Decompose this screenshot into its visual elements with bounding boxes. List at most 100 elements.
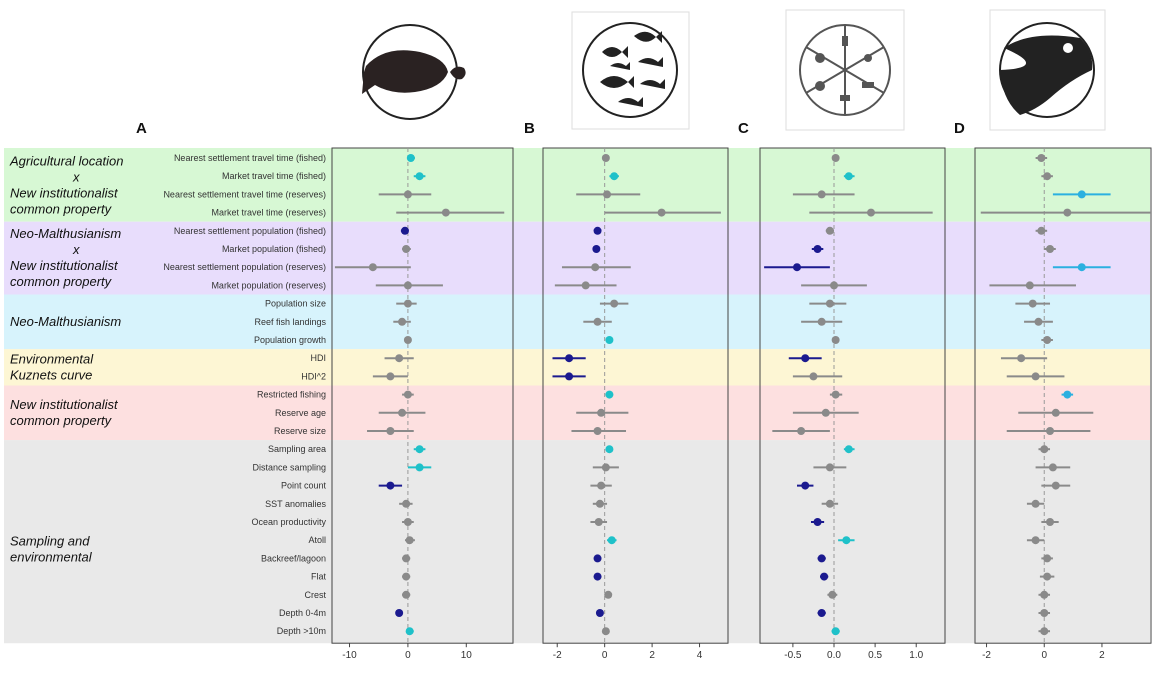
group-band	[4, 440, 1150, 644]
point-estimate	[395, 354, 404, 363]
panel-frame	[759, 147, 946, 644]
variable-label: HDI^2	[301, 371, 326, 381]
point-estimate	[415, 445, 424, 454]
x-tick-label: 1.0	[909, 650, 923, 661]
panel-label-b: B	[524, 120, 535, 137]
variable-label: Nearest settlement population (reserves)	[163, 262, 326, 272]
group-label: Sampling and	[10, 533, 90, 548]
variable-label: HDI	[311, 353, 327, 363]
group-label: Neo-Malthusianism	[10, 314, 121, 329]
variable-label: Sampling area	[268, 444, 326, 454]
point-estimate	[594, 518, 603, 526]
point-estimate	[1046, 518, 1055, 526]
group-label: common property	[10, 274, 113, 289]
variable-label: Population growth	[254, 335, 326, 345]
group-bands	[4, 148, 1150, 644]
point-estimate	[386, 481, 395, 490]
variable-label: Population size	[265, 299, 326, 309]
x-tick-label: 0.5	[868, 650, 882, 661]
point-estimate	[831, 390, 840, 399]
point-estimate	[821, 408, 830, 417]
point-estimate	[1051, 481, 1060, 490]
group-label: Kuznets curve	[10, 367, 92, 382]
point-estimate	[1031, 372, 1040, 381]
point-estimate	[593, 572, 602, 581]
x-tick-label: -2	[553, 650, 562, 661]
point-estimate	[1040, 627, 1049, 636]
variable-label: Reef fish landings	[254, 317, 326, 327]
panel-label-a: A	[136, 120, 147, 137]
point-estimate	[825, 499, 834, 508]
point-estimate	[809, 372, 818, 381]
point-estimate	[565, 354, 574, 363]
point-estimate	[1031, 536, 1040, 545]
point-estimate	[1037, 226, 1046, 235]
variable-label: Nearest settlement population (fished)	[174, 226, 326, 236]
group-band	[4, 349, 1150, 386]
point-estimate	[793, 263, 801, 272]
point-estimate	[1040, 445, 1049, 454]
point-estimate	[395, 609, 404, 617]
variable-label: Reserve size	[274, 426, 326, 436]
variable-label: Market travel time (reserves)	[211, 208, 326, 218]
point-estimate	[601, 627, 610, 636]
point-estimate	[403, 299, 412, 308]
point-estimate	[1063, 208, 1072, 217]
point-estimate	[1034, 317, 1043, 326]
x-tick-label: 2	[1099, 650, 1105, 661]
point-estimate	[1077, 263, 1086, 272]
panel-frame	[974, 147, 1152, 644]
point-estimate	[386, 427, 395, 435]
point-estimate	[844, 445, 853, 454]
point-estimate	[405, 627, 414, 636]
point-estimate	[820, 572, 829, 581]
predator-fish-icon	[989, 9, 1106, 131]
panel-label-c: C	[738, 120, 749, 137]
point-estimate	[402, 590, 411, 599]
point-estimate	[817, 609, 826, 617]
point-estimate	[607, 536, 616, 545]
point-estimate	[1077, 190, 1086, 199]
point-estimate	[1017, 354, 1026, 363]
point-estimate	[1040, 609, 1049, 617]
point-estimate	[825, 463, 834, 472]
point-estimate	[797, 427, 806, 435]
x-tick-label: 4	[697, 650, 703, 661]
point-estimate	[801, 481, 810, 490]
group-band	[4, 148, 1150, 222]
variable-labels: Nearest settlement travel time (fished) M…	[163, 153, 326, 636]
point-estimate	[813, 245, 822, 253]
point-estimate	[605, 445, 614, 454]
point-estimate	[1031, 499, 1040, 508]
point-estimate	[813, 518, 822, 526]
point-estimate	[825, 226, 834, 235]
point-estimate	[1040, 590, 1049, 599]
variable-label: Market population (fished)	[222, 244, 326, 254]
point-estimate	[402, 499, 411, 508]
point-estimate	[406, 154, 415, 162]
point-estimate	[592, 245, 601, 253]
point-estimate	[1046, 245, 1055, 253]
point-estimate	[1028, 299, 1037, 308]
panel-label-d: D	[954, 120, 965, 137]
variable-label: Nearest settlement travel time (fished)	[174, 153, 326, 163]
point-estimate	[1043, 572, 1052, 581]
point-estimate	[867, 208, 875, 217]
point-estimate	[830, 281, 838, 290]
panel-b: -2 0 2 4	[542, 147, 729, 661]
group-band	[4, 294, 1150, 350]
variable-label: Distance sampling	[252, 462, 326, 472]
point-estimate	[1043, 172, 1052, 181]
point-estimate	[1025, 281, 1034, 290]
panel-frame	[331, 147, 514, 644]
point-estimate	[403, 281, 412, 290]
group-label: New institutionalist	[10, 397, 119, 412]
point-estimate	[597, 408, 606, 417]
x-tick-label: 0	[405, 650, 411, 661]
variable-label: Backreef/lagoon	[261, 553, 326, 563]
group-label: New institutionalist	[10, 258, 119, 273]
group-label: environmental	[10, 549, 93, 564]
variable-label: Depth >10m	[277, 626, 326, 636]
point-estimate	[1043, 336, 1052, 344]
